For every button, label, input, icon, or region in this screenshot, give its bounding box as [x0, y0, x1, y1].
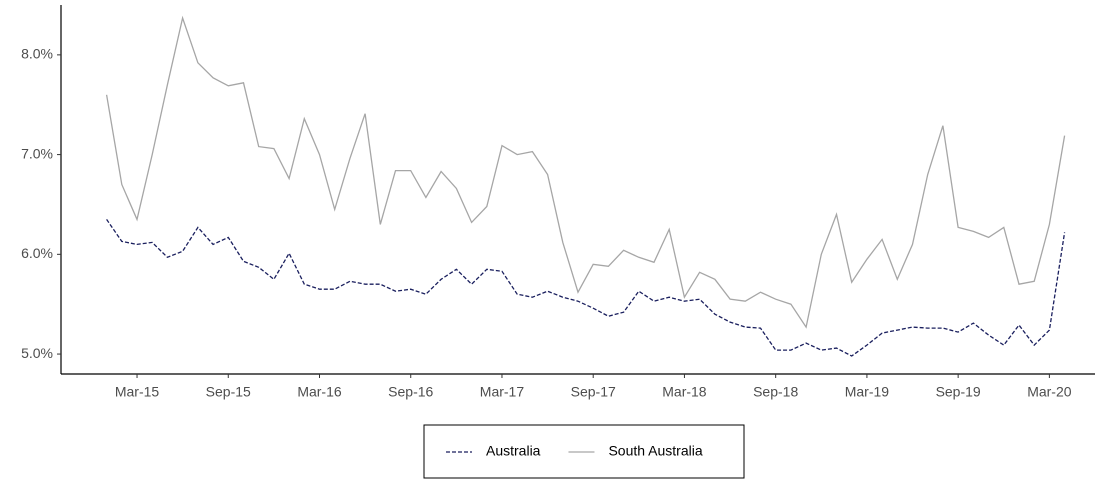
x-tick-label: Sep-15: [206, 384, 251, 400]
x-tick-label: Mar-16: [297, 384, 342, 400]
x-tick-label: Sep-16: [388, 384, 433, 400]
x-tick-label: Mar-15: [115, 384, 160, 400]
y-tick-label: 5.0%: [21, 345, 53, 361]
x-tick-label: Mar-18: [662, 384, 707, 400]
legend-label: Australia: [486, 443, 541, 459]
y-tick-label: 8.0%: [21, 46, 53, 62]
series-line: [106, 219, 1066, 357]
x-tick-label: Sep-17: [571, 384, 616, 400]
legend-label: South Australia: [608, 443, 702, 459]
y-tick-label: 6.0%: [21, 245, 53, 261]
x-tick-label: Mar-17: [480, 384, 525, 400]
x-tick-label: Mar-19: [845, 384, 890, 400]
x-tick-label: Mar-20: [1027, 384, 1072, 400]
legend: Australia South Australia: [423, 424, 745, 479]
series-line: [105, 15, 1066, 329]
y-tick-label: 7.0%: [21, 145, 53, 161]
x-tick-label: Sep-19: [936, 384, 981, 400]
x-tick-label: Sep-18: [753, 384, 798, 400]
